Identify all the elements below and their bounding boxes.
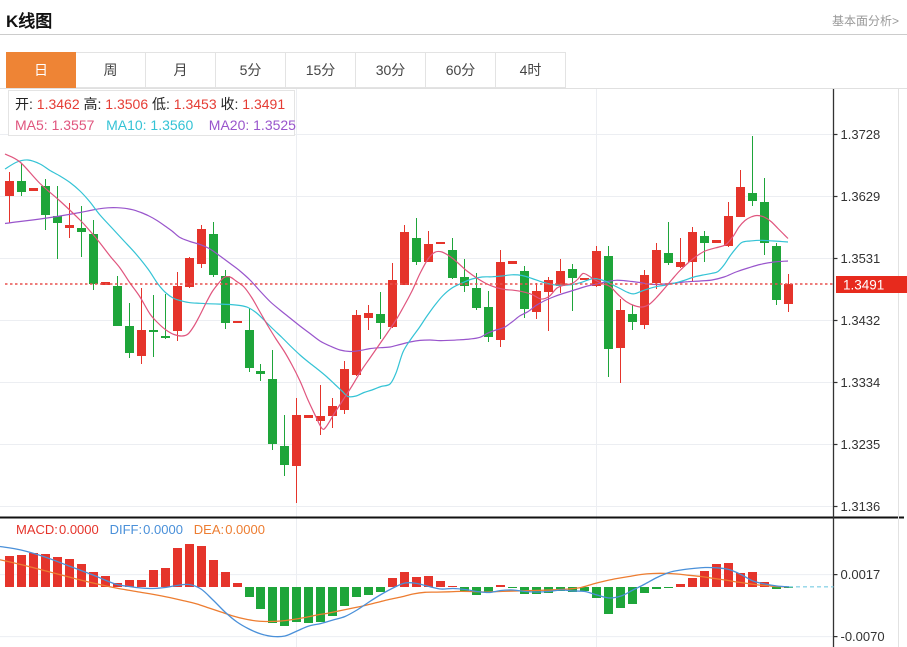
svg-text:1.3136: 1.3136 [841, 499, 881, 514]
svg-text:1.3334: 1.3334 [841, 375, 881, 390]
svg-text:1.3235: 1.3235 [841, 437, 881, 452]
svg-text:1.3728: 1.3728 [841, 127, 881, 142]
svg-text:1.3491: 1.3491 [843, 278, 884, 293]
svg-text:1.3629: 1.3629 [841, 189, 881, 204]
svg-text:0.0017: 0.0017 [841, 567, 881, 582]
svg-text:1.3531: 1.3531 [841, 251, 881, 266]
svg-text:-0.0070: -0.0070 [841, 629, 885, 644]
svg-text:1.3432: 1.3432 [841, 313, 881, 328]
